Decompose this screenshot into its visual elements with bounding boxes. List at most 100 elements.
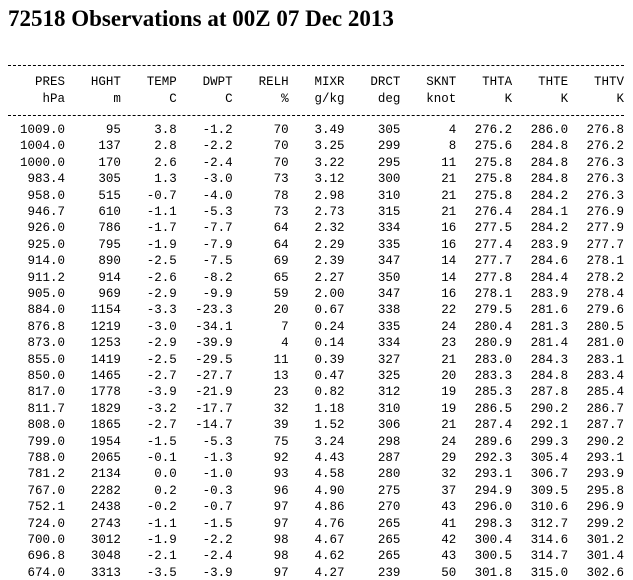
cell: 276.3 <box>586 188 624 203</box>
cell: 287.4 <box>474 418 513 433</box>
cell: -1.3 <box>202 451 233 465</box>
cell: 283.0 <box>474 352 513 367</box>
cell: -3.3 <box>146 303 177 318</box>
cell: 300.4 <box>474 533 513 547</box>
cell: 287.7 <box>586 418 624 433</box>
cell: -27.7 <box>195 369 233 383</box>
cell: 279.5 <box>474 303 513 318</box>
cell: 310 <box>377 188 401 203</box>
cell: 284.2 <box>530 221 569 236</box>
cell: -1.7 <box>146 221 177 236</box>
cell: 278.2 <box>586 270 624 285</box>
cell: 137 <box>98 139 121 154</box>
cell: 287.8 <box>530 385 569 400</box>
cell: 0.82 <box>314 385 345 400</box>
cell: 958.0 <box>27 188 65 203</box>
cell: 285.4 <box>586 385 624 400</box>
cell: 3012 <box>90 533 121 547</box>
column-name: TEMP <box>146 75 177 89</box>
cell: 674.0 <box>27 565 65 580</box>
cell: 280 <box>377 467 401 482</box>
cell: 275 <box>377 483 401 498</box>
column-name: MIXR <box>314 75 345 89</box>
cell: -0.1 <box>146 451 177 465</box>
cell: 0.24 <box>314 319 345 334</box>
cell: 2.00 <box>314 287 345 301</box>
cell: 280.4 <box>474 319 513 334</box>
cell: 1009.0 <box>19 123 65 137</box>
cell: 281.6 <box>530 303 569 318</box>
cell: 1004.0 <box>19 139 65 154</box>
column-name: THTA <box>482 75 513 89</box>
cell: 278.4 <box>586 287 624 301</box>
cell: 11 <box>441 155 457 170</box>
cell: -5.3 <box>202 205 233 219</box>
cell: 281.3 <box>530 319 569 334</box>
cell: 64 <box>273 221 289 236</box>
cell: -9.9 <box>202 287 233 301</box>
cell: 64 <box>273 237 289 252</box>
cell: 290.2 <box>586 434 624 449</box>
column-unit: K <box>616 92 624 106</box>
cell: 284.8 <box>530 369 569 383</box>
cell: 3313 <box>90 565 121 580</box>
cell: 926.0 <box>27 221 65 236</box>
cell: 98 <box>273 533 289 547</box>
cell: -0.3 <box>202 483 233 498</box>
cell: 2438 <box>90 500 121 515</box>
cell: 4 <box>281 336 289 351</box>
cell: -1.5 <box>146 434 177 449</box>
cell: 301.2 <box>586 533 624 547</box>
cell: 4.90 <box>314 483 345 498</box>
cell: -3.9 <box>146 385 177 400</box>
cell: 277.9 <box>586 221 624 236</box>
title: 72518 Observations at 00Z 07 Dec 2013 <box>8 6 394 31</box>
cell: 0.14 <box>314 336 345 351</box>
cell: 0.47 <box>314 369 345 383</box>
cell: 97 <box>273 516 289 531</box>
cell: 75 <box>273 434 289 449</box>
cell: 289.6 <box>474 434 513 449</box>
cell: -2.7 <box>146 418 177 433</box>
column-name: DWPT <box>202 75 233 89</box>
cell: -3.5 <box>146 565 177 580</box>
column-name: DRCT <box>370 75 401 89</box>
cell: 4.27 <box>314 565 345 580</box>
cell: 97 <box>273 565 289 580</box>
cell: -2.2 <box>202 139 233 154</box>
cell: 3048 <box>90 549 121 564</box>
cell: 3.25 <box>314 139 345 154</box>
cell: 92 <box>273 451 289 465</box>
cell: 69 <box>273 254 289 269</box>
cell: 299 <box>377 139 401 154</box>
cell: 315.0 <box>530 565 569 580</box>
cell: -8.2 <box>202 270 233 285</box>
cell: 287 <box>377 451 401 465</box>
cell: 43 <box>441 500 457 515</box>
cell: -29.5 <box>195 352 233 367</box>
cell: -14.7 <box>195 418 233 433</box>
cell: 276.9 <box>586 205 624 219</box>
cell: 281.0 <box>586 336 624 351</box>
cell: 284.2 <box>530 188 569 203</box>
cell: 21 <box>441 418 457 433</box>
cell: 300.5 <box>474 549 513 564</box>
cell: 284.3 <box>530 352 569 367</box>
cell: -2.7 <box>146 369 177 383</box>
cell: 1154 <box>90 303 121 318</box>
cell: 817.0 <box>27 385 65 400</box>
cell: 13 <box>273 369 289 383</box>
cell: -2.4 <box>202 155 233 170</box>
cell: 1829 <box>90 401 121 416</box>
cell: 1954 <box>90 434 121 449</box>
cell: -2.6 <box>146 270 177 285</box>
cell: 2.39 <box>314 254 345 269</box>
cell: 41 <box>441 516 457 531</box>
cell: 3.24 <box>314 434 345 449</box>
column-unit: deg <box>377 92 401 106</box>
cell: -3.0 <box>202 172 233 187</box>
cell: 293.1 <box>474 467 513 482</box>
cell: 808.0 <box>27 418 65 433</box>
cell: 4 <box>448 123 457 137</box>
cell: 284.8 <box>530 139 569 154</box>
